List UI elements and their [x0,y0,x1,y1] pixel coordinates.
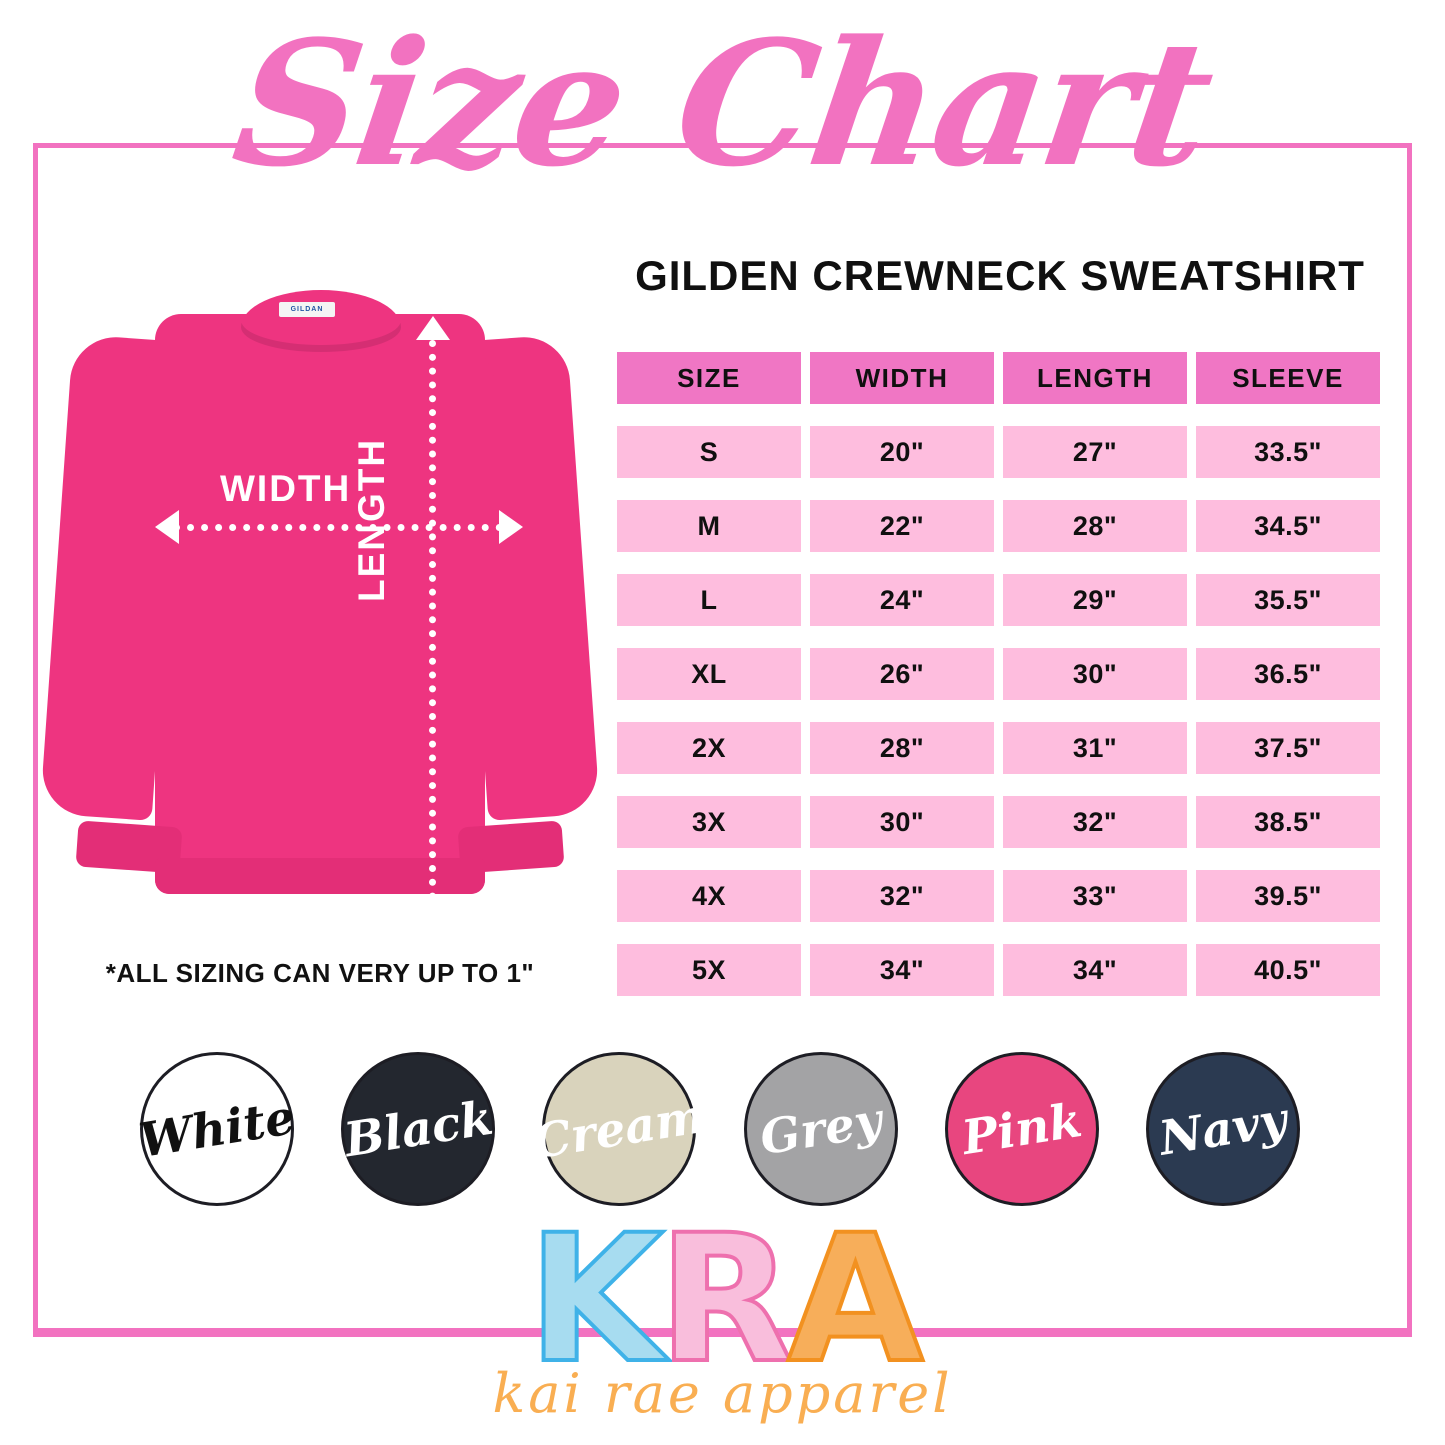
table-row: 3X 30" 32" 38.5" [617,796,1392,848]
table-row: S 20" 27" 33.5" [617,426,1392,478]
width-label: WIDTH [220,468,352,509]
arrow-right-icon [499,510,523,544]
cell-sleeve: 39.5" [1196,870,1380,922]
cell-width: 26" [810,648,994,700]
width-dashed-line [173,524,503,531]
swatch-label: Navy [1155,1091,1291,1167]
cell-size: S [617,426,801,478]
cell-size: 3X [617,796,801,848]
table-row: 4X 32" 33" 39.5" [617,870,1392,922]
color-swatch-grey[interactable]: Grey [743,1052,898,1206]
column-header-length: LENGTH [1003,352,1187,404]
column-header-size: SIZE [617,352,801,404]
sweatshirt-graphic: GILDAN WIDTH LENGTH [39,272,601,932]
cell-width: 20" [810,426,994,478]
brand-tagline: kai rae apparel [492,1362,953,1425]
table-row: M 22" 28" 34.5" [617,500,1392,552]
table-header-row: SIZE WIDTH LENGTH SLEEVE [617,352,1392,404]
cell-width: 28" [810,722,994,774]
cell-width: 34" [810,944,994,996]
cell-width: 24" [810,574,994,626]
cell-size: 4X [617,870,801,922]
cell-sleeve: 34.5" [1196,500,1380,552]
sweatshirt-illustration: GILDAN WIDTH LENGTH [39,272,601,932]
cell-sleeve: 35.5" [1196,574,1380,626]
swatch-label: Grey [755,1092,886,1166]
table-row: XL 26" 30" 36.5" [617,648,1392,700]
cell-length: 27" [1003,426,1187,478]
logo-letter-k: K [525,1197,665,1402]
cell-length: 30" [1003,648,1187,700]
cell-length: 29" [1003,574,1187,626]
cell-size: 2X [617,722,801,774]
logo-letter-r: R [656,1197,795,1402]
cell-length: 33" [1003,870,1187,922]
gildan-neck-tag: GILDAN [279,302,335,317]
swatch-label: Pink [958,1092,1086,1166]
logo-letter-a: A [785,1197,925,1402]
swatch-label: Black [340,1090,497,1168]
cell-size: XL [617,648,801,700]
brand-logo: KRA [0,1210,1445,1390]
cell-sleeve: 38.5" [1196,796,1380,848]
page-title: Size Chart [223,2,1222,205]
color-swatch-navy[interactable]: Navy [1145,1052,1300,1206]
table-row: 5X 34" 34" 40.5" [617,944,1392,996]
collar [241,290,401,352]
sizing-disclaimer: *ALL SIZING CAN VERY UP TO 1" [105,958,535,988]
cell-sleeve: 36.5" [1196,648,1380,700]
cell-size: 5X [617,944,801,996]
color-swatch-cream[interactable]: Cream [530,1052,709,1206]
table-row: L 24" 29" 35.5" [617,574,1392,626]
swatch-label: White [135,1089,299,1169]
color-swatch-list: White Black Cream Grey Pink Navy [135,1052,1300,1206]
cell-sleeve: 40.5" [1196,944,1380,996]
cell-length: 34" [1003,944,1187,996]
product-name: GILDEN CREWNECK SWEATSHIRT [635,252,1365,299]
cell-size: M [617,500,801,552]
cell-width: 32" [810,870,994,922]
cell-width: 30" [810,796,994,848]
cell-length: 32" [1003,796,1187,848]
table-row: 2X 28" 31" 37.5" [617,722,1392,774]
cell-size: L [617,574,801,626]
decorative-frame [33,143,1412,1333]
color-swatch-pink[interactable]: Pink [944,1052,1099,1206]
length-label: LENGTH [351,437,392,602]
size-chart-table: SIZE WIDTH LENGTH SLEEVE S 20" 27" 33.5"… [617,352,1392,1018]
logo-divider-line [33,1333,1412,1337]
arrow-up-icon [416,316,450,340]
color-swatch-white[interactable]: White [135,1052,299,1206]
arrow-down-icon [416,896,450,920]
length-dashed-line [429,340,436,900]
column-header-sleeve: SLEEVE [1196,352,1380,404]
cell-length: 28" [1003,500,1187,552]
cell-length: 31" [1003,722,1187,774]
arrow-left-icon [155,510,179,544]
color-swatch-black[interactable]: Black [340,1052,497,1206]
cell-sleeve: 33.5" [1196,426,1380,478]
cell-sleeve: 37.5" [1196,722,1380,774]
cell-width: 22" [810,500,994,552]
swatch-label: Cream [530,1088,709,1170]
column-header-width: WIDTH [810,352,994,404]
